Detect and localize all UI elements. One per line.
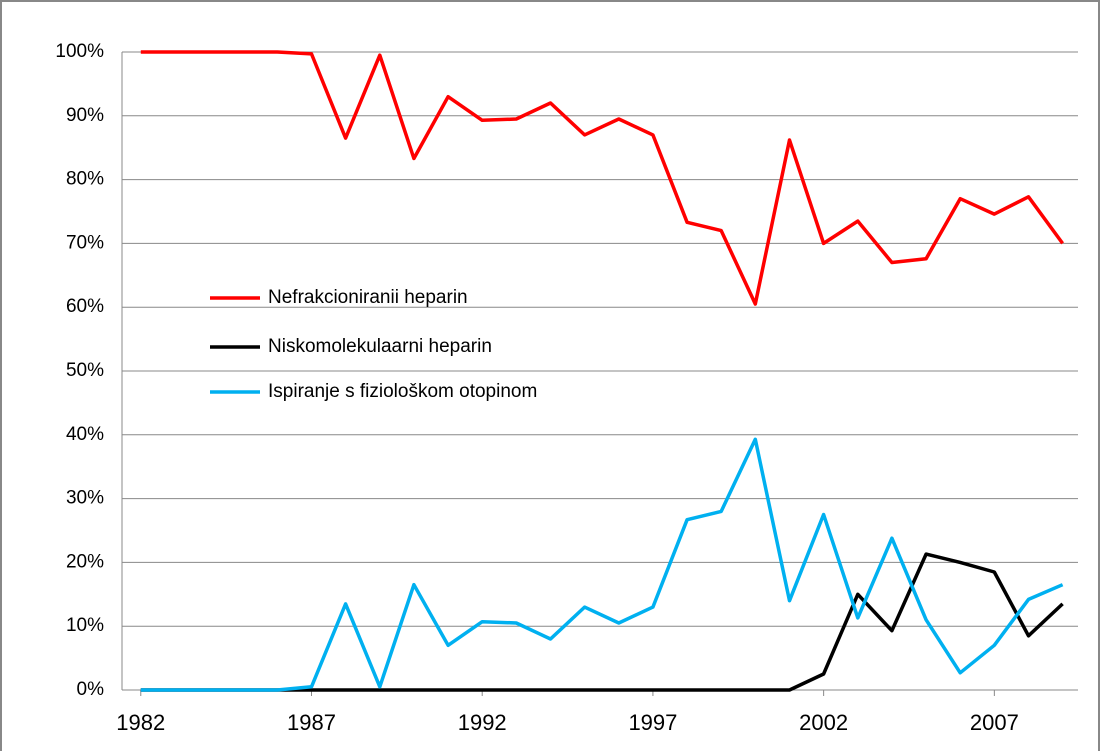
legend-label: Nefrakcioniranii heparin [268,287,468,308]
series-line [140,437,1064,692]
y-tick-label: 30% [66,488,104,509]
y-tick-label: 100% [55,41,104,62]
x-tick-label: 2007 [970,710,1019,735]
y-tick-label: 50% [66,360,104,381]
x-tick-label: 1982 [116,710,165,735]
legend-label: Ispiranje s fiziološkom otopinom [268,381,537,402]
y-tick-label: 60% [66,296,104,317]
y-tick-label: 0% [77,679,105,700]
y-tick-label: 90% [66,105,104,126]
y-tick-label: 20% [66,551,104,572]
series-line [140,552,1064,692]
series-line [140,50,1065,306]
x-tick-label: 1992 [458,710,507,735]
x-tick-label: 2002 [799,710,848,735]
y-tick-label: 70% [66,232,104,253]
y-tick-label: 40% [66,424,104,445]
y-tick-label: 80% [66,169,104,190]
legend-label: Niskomolekulaarni heparin [268,336,492,357]
x-tick-label: 1987 [287,710,336,735]
x-tick-label: 1997 [628,710,677,735]
y-tick-label: 10% [66,615,104,636]
